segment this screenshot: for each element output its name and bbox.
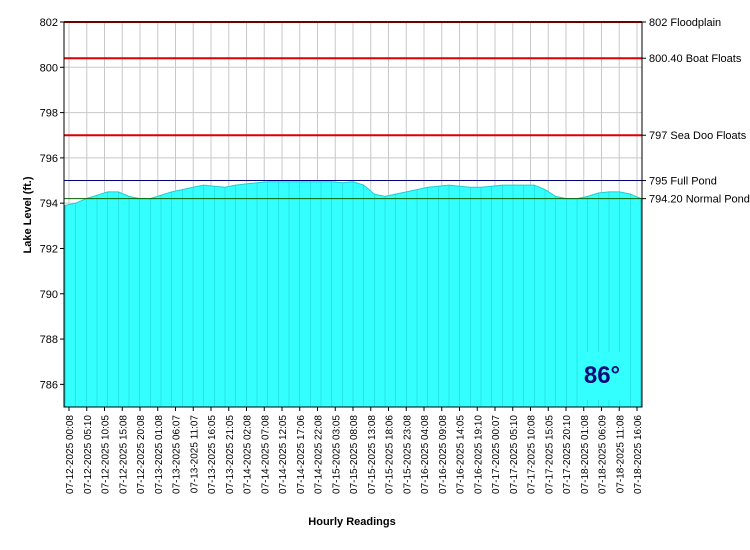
x-tick-label: 07-14-2025 02:08 [243,415,254,494]
x-tick-label: 07-18-2025 11:08 [615,415,626,494]
y-tick-label: 796 [40,153,58,165]
reference-line-label: 794.20 Normal Pond [649,194,750,206]
reference-line-label: 797 Sea Doo Floats [649,130,747,142]
temperature-badge: 86° [578,352,626,400]
y-tick-label: 798 [40,108,58,120]
x-tick-label: 07-15-2025 18:06 [385,415,396,494]
y-tick-label: 792 [40,243,58,255]
x-tick-label: 07-17-2025 15:05 [544,415,555,494]
x-tick-label: 07-13-2025 16:05 [207,415,218,494]
x-tick-label: 07-13-2025 21:05 [225,415,236,494]
x-tick-label: 07-16-2025 19:10 [473,415,484,494]
x-tick-label: 07-16-2025 09:08 [438,415,449,494]
y-tick-label: 800 [40,62,58,74]
x-tick-label: 07-18-2025 01:08 [580,415,591,494]
x-tick-label: 07-17-2025 05:10 [509,415,520,494]
y-tick-labels: 786 788 790 792 794 796 798 800 802 [40,17,64,391]
x-tick-label: 07-14-2025 22:08 [314,415,325,494]
area-series [64,181,642,408]
x-tick-label: 07-13-2025 06:07 [172,415,183,494]
y-tick-label: 794 [40,198,58,210]
x-tick-label: 07-12-2025 20:08 [136,415,147,494]
x-tick-label: 07-17-2025 00:07 [491,415,502,494]
x-tick-label: 07-14-2025 07:08 [260,415,271,494]
x-tick-label: 07-17-2025 10:08 [527,415,538,494]
x-tick-label: 07-17-2025 20:10 [562,415,573,494]
x-axis-title: Hourly Readings [308,516,395,528]
x-tick-label: 07-13-2025 01:08 [154,415,165,494]
x-tick-label: 07-12-2025 10:05 [101,415,112,494]
x-tick-label: 07-15-2025 03:05 [331,415,342,494]
y-tick-label: 786 [40,379,58,391]
x-tick-label: 07-18-2025 16:06 [633,415,644,494]
x-tick-label: 07-15-2025 23:08 [402,415,413,494]
x-tick-label: 07-14-2025 17:06 [296,415,307,494]
reference-line-label: 795 Full Pond [649,176,717,188]
x-tick-label: 07-12-2025 00:08 [65,415,76,494]
y-axis-title: Lake Level (ft.) [22,176,34,253]
reference-line-label: 800.40 Boat Floats [649,53,742,65]
reference-line-label: 802 Floodplain [649,17,721,29]
x-tick-labels: 07-12-2025 00:08 07-12-2025 05:10 07-12-20… [65,407,644,494]
x-tick-label: 07-14-2025 12:05 [278,415,289,494]
y-tick-label: 802 [40,17,58,29]
x-tick-label: 07-16-2025 04:08 [420,415,431,494]
y-tick-label: 788 [40,334,58,346]
x-tick-label: 07-18-2025 06:09 [598,415,609,494]
x-tick-label: 07-12-2025 15:08 [118,415,129,494]
x-tick-label: 07-15-2025 13:08 [367,415,378,494]
x-tick-label: 07-15-2025 08:08 [349,415,360,494]
y-tick-label: 790 [40,289,58,301]
x-tick-label: 07-13-2025 11:07 [189,415,200,494]
x-tick-label: 07-16-2025 14:05 [456,415,467,494]
x-tick-label: 07-12-2025 05:10 [83,415,94,494]
plot-frame [63,21,643,408]
